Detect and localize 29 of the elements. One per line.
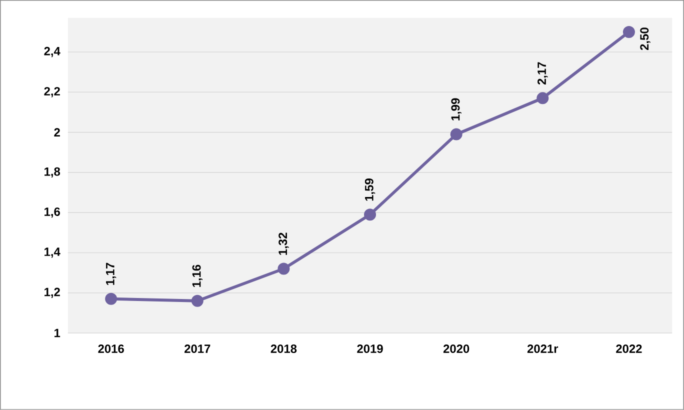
y-tick-label: 1,8 xyxy=(44,167,60,178)
x-tick-label: 2016 xyxy=(98,344,124,354)
x-tick-label: 2020 xyxy=(443,344,470,354)
x-tick-label: 2018 xyxy=(270,344,297,354)
point xyxy=(364,208,376,221)
y-tick-label: 1 xyxy=(54,328,60,338)
point xyxy=(450,128,462,140)
x-tick-label: 2022 xyxy=(616,344,642,354)
y-tick-label: 2 xyxy=(54,128,60,137)
y-tick-label: 1,2 xyxy=(44,288,60,298)
data-label: 1,99 xyxy=(451,98,462,120)
point xyxy=(536,92,549,104)
data-label: 1,59 xyxy=(364,178,376,201)
y-tick-label: 2,2 xyxy=(44,87,60,98)
point xyxy=(105,292,118,305)
x-tick-label: 2019 xyxy=(357,344,383,354)
y-tick-label: 1,6 xyxy=(44,208,60,218)
point xyxy=(622,26,635,38)
point xyxy=(278,262,290,275)
data-label: 1,17 xyxy=(106,262,116,285)
data-label: 2,50 xyxy=(640,28,650,50)
x-tick-label: 2017 xyxy=(184,344,210,354)
y-tick-label: 2,4 xyxy=(44,46,60,58)
point xyxy=(191,294,204,307)
data-label: 1,32 xyxy=(278,232,289,255)
data-label: 2,17 xyxy=(538,62,548,85)
data-label: 1,16 xyxy=(192,264,202,287)
y-tick-label: 1,4 xyxy=(44,248,60,258)
x-tick-label: 2021r xyxy=(527,344,558,354)
